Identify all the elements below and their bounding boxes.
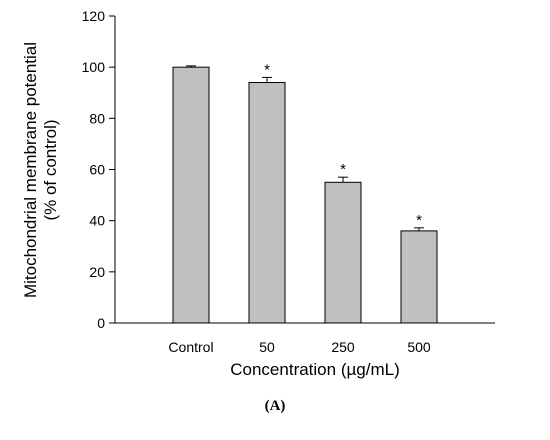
y-tick-label: 20 xyxy=(89,264,105,280)
x-axis: Control 50 250 500 xyxy=(115,322,495,355)
x-tick-label: Control xyxy=(168,339,213,355)
x-axis-label: Concentration (µg/mL) xyxy=(230,360,399,379)
bar-chart: 0 20 40 60 80 100 120 Control 50 250 500 * * * Mito… xyxy=(21,8,495,379)
y-tick-label: 80 xyxy=(89,110,105,126)
y-axis: 0 20 40 60 80 100 120 xyxy=(82,8,116,331)
y-axis-label-line-1: Mitochondrial membrane potential xyxy=(21,42,40,298)
bar-control xyxy=(172,66,210,324)
bar-500 xyxy=(400,230,438,324)
significance-marker: * xyxy=(340,161,346,178)
significance-marker: * xyxy=(416,212,422,229)
bars: * * * xyxy=(172,61,438,324)
y-tick-label: 100 xyxy=(82,59,106,75)
bar-250 xyxy=(324,181,362,324)
x-tick-label: 50 xyxy=(259,339,275,355)
y-tick-label: 40 xyxy=(89,213,105,229)
y-tick-label: 60 xyxy=(89,162,105,178)
panel-label: (A) xyxy=(264,398,286,414)
bar-50 xyxy=(248,82,286,324)
x-tick-label: 500 xyxy=(407,339,431,355)
y-axis-label-line-2: (% of control) xyxy=(41,119,60,220)
y-tick-label: 120 xyxy=(82,8,106,24)
x-tick-label: 250 xyxy=(331,339,355,355)
y-tick-label: 0 xyxy=(97,315,105,331)
significance-marker: * xyxy=(264,61,270,78)
